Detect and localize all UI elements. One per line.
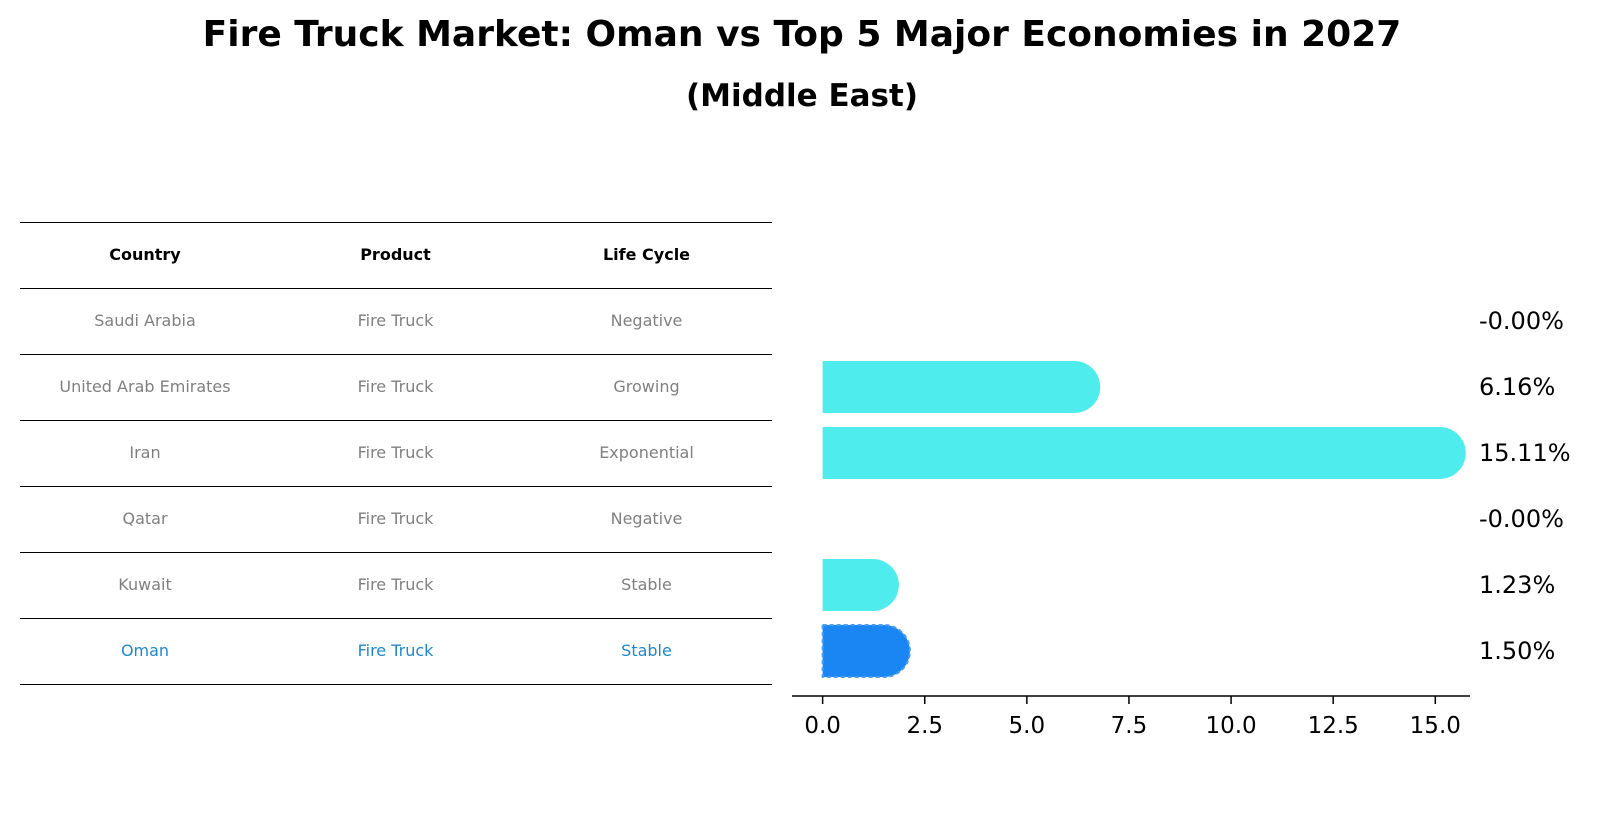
cell-country: Oman [120, 641, 170, 660]
bar-value-label: 1.50% [1479, 637, 1555, 665]
bar [822, 361, 1101, 413]
bar-value-label: -0.00% [1479, 505, 1564, 533]
header-product: Product [360, 245, 431, 264]
x-tick-label: 12.5 [1308, 713, 1359, 739]
cell-life-cycle: Negative [610, 509, 683, 528]
cell-country: Qatar [122, 509, 168, 528]
header-country: Country [109, 245, 181, 264]
cell-product: Fire Truck [357, 641, 434, 660]
chart-title: Fire Truck Market: Oman vs Top 5 Major E… [202, 14, 1402, 55]
cell-product: Fire Truck [357, 509, 434, 528]
table-rule [20, 618, 772, 619]
table-header-row: Country Product Life Cycle [20, 222, 772, 288]
cell-life-cycle: Stable [621, 575, 672, 594]
table-rule [20, 222, 772, 223]
bar-value-label: -0.00% [1479, 307, 1564, 335]
cell-life-cycle: Negative [610, 311, 683, 330]
x-tick-label: 2.5 [906, 713, 943, 739]
table-row: Kuwait Fire Truck Stable [20, 552, 772, 618]
bar [822, 559, 899, 611]
table-row: United Arab Emirates Fire Truck Growing [20, 354, 772, 420]
bar-value-label: 1.23% [1479, 571, 1555, 599]
table-rule [20, 354, 772, 355]
x-tick-label: 5.0 [1009, 713, 1046, 739]
cell-product: Fire Truck [357, 443, 434, 462]
table-row-highlighted: Oman Fire Truck Stable [20, 618, 772, 684]
table-row: Saudi Arabia Fire Truck Negative [20, 288, 772, 354]
bar-value-label: 15.11% [1479, 439, 1571, 467]
chart-subtitle: (Middle East) [685, 78, 918, 114]
cell-life-cycle: Growing [613, 377, 680, 396]
header-life-cycle: Life Cycle [602, 245, 691, 264]
cell-product: Fire Truck [357, 311, 434, 330]
bar-value-label: 6.16% [1479, 373, 1555, 401]
cell-product: Fire Truck [357, 377, 434, 396]
table-rule [20, 552, 772, 553]
cell-country: Kuwait [118, 575, 172, 594]
bar-highlighted [821, 624, 911, 678]
cell-country: Saudi Arabia [94, 311, 196, 330]
x-tick-label: 15.0 [1410, 713, 1461, 739]
bar [822, 427, 1466, 479]
cell-life-cycle: Stable [621, 641, 672, 660]
table-row: Qatar Fire Truck Negative [20, 486, 772, 552]
cell-product: Fire Truck [357, 575, 434, 594]
cell-country: United Arab Emirates [59, 377, 231, 396]
table-rule [20, 288, 772, 289]
table-row: Iran Fire Truck Exponential [20, 420, 772, 486]
table-rule [20, 420, 772, 421]
x-tick-label: 10.0 [1205, 713, 1256, 739]
table-rule [20, 684, 772, 685]
x-tick-label: 0.0 [804, 713, 841, 739]
cell-country: Iran [129, 443, 161, 462]
table-rule [20, 486, 772, 487]
cell-life-cycle: Exponential [599, 443, 694, 462]
x-tick-label: 7.5 [1111, 713, 1148, 739]
